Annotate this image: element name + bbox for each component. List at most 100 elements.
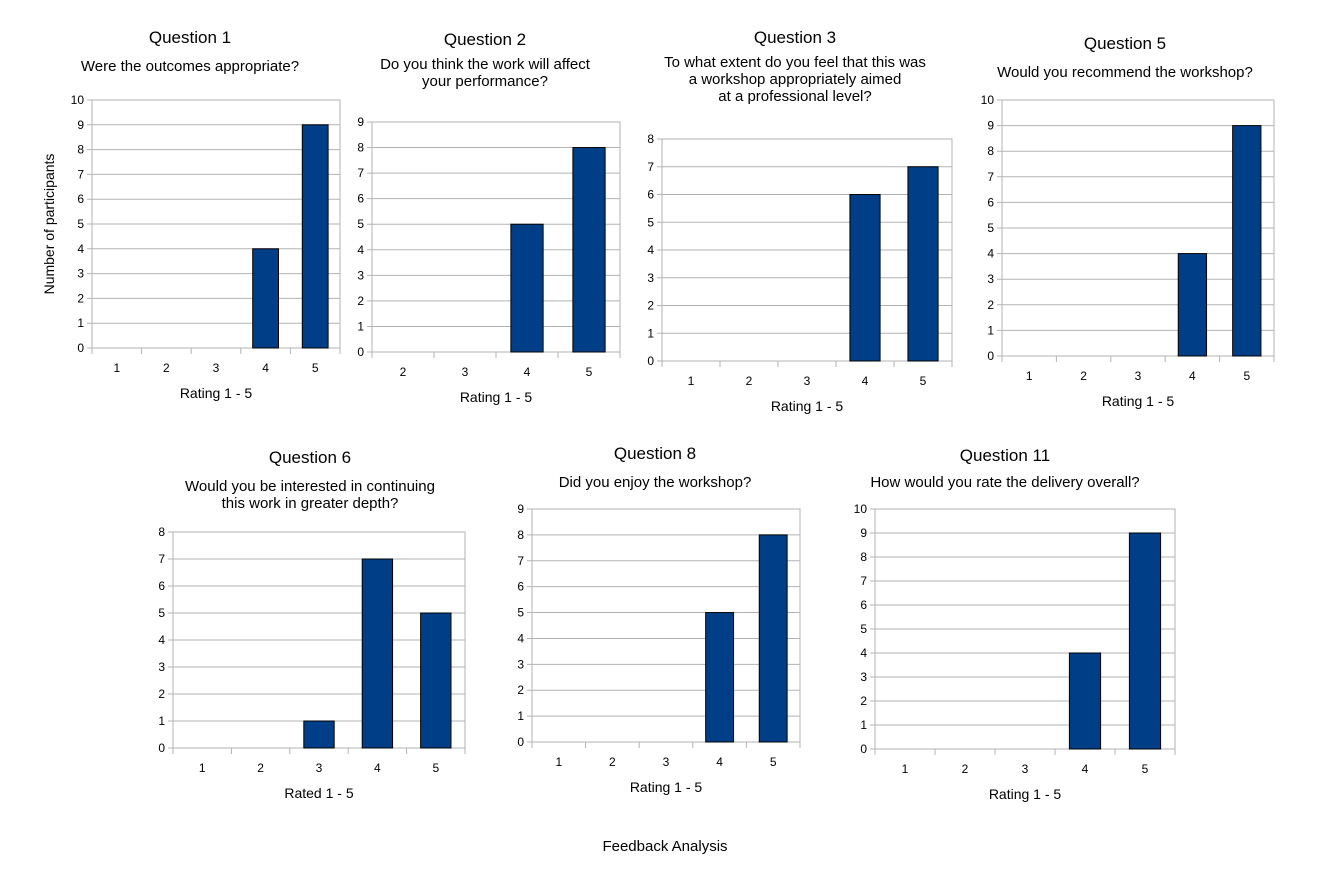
chart-question-5: Question 5 Would you recommend the worksh…: [965, 34, 1285, 414]
x-tick-label: 3: [663, 755, 670, 769]
chart-question-6: Question 6 Would you be interested in con…: [140, 448, 480, 818]
x-tick-label: 1: [688, 374, 695, 388]
y-tick-label: 0: [357, 345, 364, 359]
plot-frame: [874, 508, 1176, 750]
y-tick-label: 1: [987, 323, 994, 337]
bar-4: [510, 223, 544, 353]
y-tick-label: 3: [517, 657, 524, 671]
y-tick-label: 5: [77, 217, 84, 231]
chart-plot: 0 1 2 3 4 5 6 7 8 1 2 3 4 5 Rating 1 - 5: [647, 132, 953, 414]
bar-4: [361, 558, 394, 749]
x-tick-label: 4: [524, 365, 531, 379]
y-tick-label: 7: [647, 160, 654, 174]
bar-5: [758, 534, 788, 743]
y-tick-label: 7: [517, 554, 524, 568]
y-tick-label: 0: [860, 742, 867, 756]
y-tick-label: 8: [158, 525, 165, 539]
chart-title: Question 11: [959, 446, 1051, 465]
y-tick-label: 5: [517, 606, 524, 620]
x-tick-label: 4: [374, 761, 381, 775]
x-axis-label: Rating 1 - 5: [1102, 393, 1175, 409]
y-tick-label: 1: [77, 316, 84, 330]
plot-frame: [91, 99, 341, 349]
y-tick-label: 7: [158, 552, 165, 566]
bar-4: [252, 248, 279, 349]
x-axis-label: Rating 1 - 5: [460, 389, 533, 405]
chart-question-11: Question 11 How would you rate the delive…: [830, 446, 1180, 816]
y-tick-label: 2: [357, 294, 364, 308]
x-tick-label: 4: [716, 755, 723, 769]
x-axis-label: Rating 1 - 5: [180, 385, 253, 401]
chart-plot: 0 1 2 3 4 5 6 7 8 9 10 1 2 3 4 5 Rating 1 - 5: [854, 502, 1176, 802]
y-tick-label: 5: [357, 217, 364, 231]
x-tick-label: 5: [770, 755, 777, 769]
bar-4: [1068, 652, 1102, 750]
bar-5: [1128, 532, 1162, 750]
y-tick-label: 2: [77, 291, 84, 305]
y-tick-label: 9: [357, 115, 364, 129]
y-tick-label: 7: [77, 167, 84, 181]
y-tick-label: 6: [860, 598, 867, 612]
chart-title: Question 8: [613, 444, 697, 463]
chart-title: Question 2: [443, 30, 527, 49]
y-tick-label: 0: [987, 349, 994, 363]
y-tick-label: 4: [77, 242, 84, 256]
x-tick-label: 1: [113, 361, 120, 375]
x-tick-label: 2: [1080, 369, 1087, 383]
bar-5: [1232, 125, 1262, 357]
y-tick-label: 6: [987, 195, 994, 209]
x-tick-label: 5: [920, 374, 927, 388]
y-tick-label: 1: [860, 718, 867, 732]
y-tick-label: 9: [860, 526, 867, 540]
x-tick-label: 4: [1082, 762, 1089, 776]
y-tick-label: 3: [647, 271, 654, 285]
y-tick-label: 1: [517, 709, 524, 723]
y-tick-label: 6: [647, 188, 654, 202]
x-axis-label: Rating 1 - 5: [630, 779, 703, 795]
x-tick-label: 2: [257, 761, 264, 775]
y-tick-label: 8: [77, 143, 84, 157]
x-tick-label: 5: [1243, 369, 1250, 383]
y-tick-label: 6: [357, 192, 364, 206]
chart-title: Question 6: [268, 448, 352, 467]
bar-4: [705, 612, 735, 743]
y-tick-label: 3: [357, 268, 364, 282]
y-tick-label: 4: [517, 631, 524, 645]
x-tick-label: 5: [432, 761, 439, 775]
y-tick-label: 4: [987, 247, 994, 261]
y-tick-label: 3: [860, 670, 867, 684]
x-tick-label: 3: [213, 361, 220, 375]
chart-plot: 0 1 2 3 4 5 6 7 8 9 1 2 3 4 5 Rating 1 - 5: [517, 502, 801, 795]
x-tick-label: 4: [262, 361, 269, 375]
x-tick-label: 2: [746, 374, 753, 388]
y-tick-label: 6: [517, 580, 524, 594]
bar-5: [420, 612, 452, 749]
x-axis-label: Rated 1 - 5: [284, 785, 353, 801]
y-tick-label: 2: [647, 299, 654, 313]
y-tick-label: 4: [158, 633, 165, 647]
y-tick-label: 4: [860, 646, 867, 660]
y-tick-label: 5: [860, 622, 867, 636]
y-tick-label: 8: [860, 550, 867, 564]
x-axis-label: Rating 1 - 5: [989, 786, 1062, 802]
y-tick-label: 5: [158, 606, 165, 620]
y-tick-label: 8: [987, 144, 994, 158]
bar-5: [907, 166, 939, 362]
chart-title: Question 5: [1083, 34, 1167, 53]
bar-4: [1177, 253, 1208, 357]
x-tick-label: 2: [962, 762, 969, 776]
y-tick-label: 8: [357, 141, 364, 155]
y-tick-label: 1: [357, 319, 364, 333]
y-tick-label: 10: [854, 502, 868, 516]
y-tick-label: 2: [517, 683, 524, 697]
plot-frame: [1001, 99, 1275, 357]
y-tick-label: 7: [987, 170, 994, 184]
chart-title: Question 3: [753, 28, 837, 47]
x-tick-label: 3: [804, 374, 811, 388]
y-tick-label: 8: [647, 132, 654, 146]
chart-subtitle: Would you recommend the workshop?: [997, 64, 1253, 81]
y-tick-label: 3: [158, 660, 165, 674]
figure-caption: Feedback Analysis: [602, 838, 728, 855]
chart-question-2: Question 2 Do you think the work will aff…: [350, 30, 621, 410]
chart-subtitle: Did you enjoy the workshop?: [558, 474, 752, 491]
